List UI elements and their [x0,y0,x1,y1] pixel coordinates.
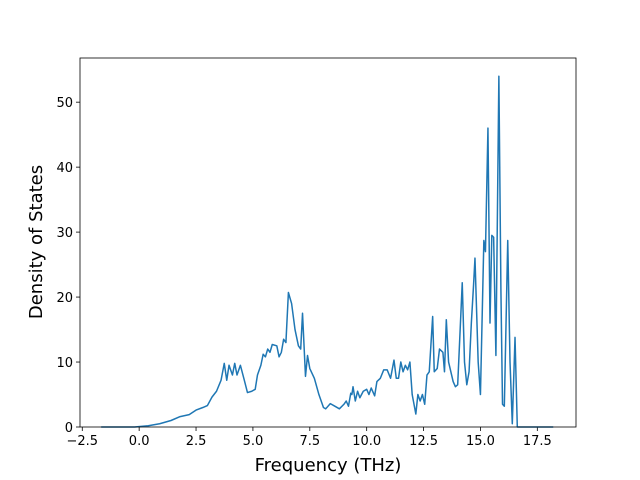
x-axis-label: Frequency (THz) [255,455,402,476]
x-tick-label: 2.5 [186,434,207,449]
y-axis-label: Density of States [26,165,47,319]
x-tick-label: 12.5 [409,434,438,449]
y-tick-label: 30 [56,226,73,241]
data-line [101,75,554,428]
y-tick-label: 20 [56,291,73,306]
x-tick-label: −2.5 [66,434,98,449]
x-tick-label: 5.0 [243,434,264,449]
x-tick-label: 7.5 [299,434,320,449]
x-tick-label: 17.5 [523,434,552,449]
axes-frame [79,57,577,428]
y-tick-label: 50 [56,96,73,111]
y-tick-label: 0 [65,421,73,436]
y-tick-label: 10 [56,356,73,371]
x-tick-label: 15.0 [466,434,495,449]
x-tick-label: 10.0 [352,434,381,449]
y-tick-label: 40 [56,161,73,176]
x-tick-label: 0.0 [129,434,150,449]
